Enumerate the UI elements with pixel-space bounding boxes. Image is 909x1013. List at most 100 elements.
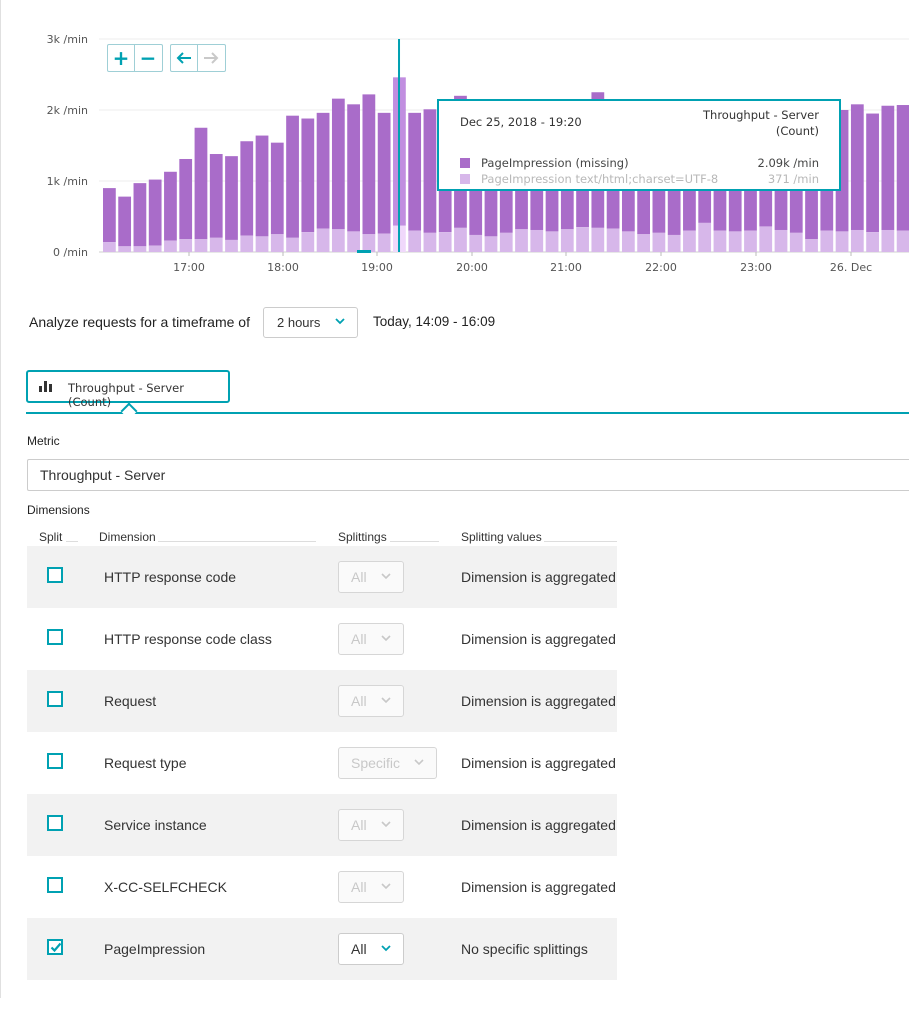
bar-html xyxy=(133,246,147,252)
splitting-select[interactable]: All xyxy=(338,561,404,593)
splitting-value: Specific xyxy=(351,755,401,771)
splitting-values: No specific splittings xyxy=(461,941,588,957)
bar-html xyxy=(118,246,132,252)
bar-html xyxy=(270,234,284,252)
bar-html xyxy=(331,229,345,252)
chevron-down-icon xyxy=(381,697,391,704)
dimension-name: X-CC-SELFCHECK xyxy=(104,879,227,895)
chevron-down-icon xyxy=(381,883,391,890)
bar-missing xyxy=(133,183,147,247)
bar-html xyxy=(667,234,681,252)
chevron-down-icon xyxy=(381,821,391,828)
splitting-values: Dimension is aggregated xyxy=(461,693,616,709)
tooltip-metric-line2: (Count) xyxy=(775,124,819,138)
splitting-value: All xyxy=(351,941,367,957)
splitting-values: Dimension is aggregated xyxy=(461,755,616,771)
metric-value: Throughput - Server xyxy=(40,467,166,483)
split-checkbox[interactable] xyxy=(47,691,63,707)
splitting-value: All xyxy=(351,631,367,647)
col-header-splittings: Splittings xyxy=(338,530,387,544)
bar-html xyxy=(850,229,864,252)
series-swatch xyxy=(460,158,470,168)
tooltip-series-value: 371 /min xyxy=(767,172,819,186)
bar-html xyxy=(347,231,360,252)
split-checkbox[interactable] xyxy=(47,815,63,831)
col-header-values: Splitting values xyxy=(461,530,542,544)
split-checkbox[interactable] xyxy=(47,567,63,583)
splitting-select[interactable]: All xyxy=(338,623,404,655)
dimension-row: HTTP response code All Dimension is aggr… xyxy=(27,546,617,608)
bar-missing xyxy=(209,154,223,238)
timeframe-value: 2 hours xyxy=(277,315,321,330)
x-tick-label: 17:00 xyxy=(173,261,205,274)
col-rule xyxy=(158,541,316,542)
bar-html xyxy=(805,239,818,252)
tab-underline xyxy=(26,412,909,414)
metric-select[interactable]: Throughput - Server xyxy=(27,459,909,491)
chevron-down-icon xyxy=(381,945,391,952)
dimension-row: Request All Dimension is aggregated xyxy=(27,670,617,732)
forward-button[interactable] xyxy=(197,45,224,71)
bar-html xyxy=(469,234,483,252)
bar-html xyxy=(759,226,773,252)
metric-tab[interactable]: Throughput - Server (Count) xyxy=(26,370,230,409)
tooltip-date: Dec 25, 2018 - 19:20 xyxy=(460,115,582,129)
split-checkbox[interactable] xyxy=(47,877,63,893)
bar-missing xyxy=(103,188,116,243)
throughput-chart[interactable]: 3k /min 2k /min 1k /min 0 /min 17:00 18:00 19:… xyxy=(0,0,909,285)
bar-html xyxy=(530,229,544,252)
splitting-value: All xyxy=(351,569,367,585)
bar-html xyxy=(560,229,574,252)
bar-missing xyxy=(866,113,879,233)
y-tick-label: 1k /min xyxy=(47,175,88,188)
bar-html xyxy=(362,234,376,252)
dimension-name: Service instance xyxy=(104,817,207,833)
bar-missing xyxy=(423,109,437,233)
splitting-select[interactable]: Specific xyxy=(338,747,437,779)
col-rule xyxy=(66,541,78,542)
back-button[interactable] xyxy=(171,45,197,71)
splitting-select[interactable]: All xyxy=(338,933,404,965)
zoom-out-button[interactable]: − xyxy=(134,45,161,71)
bar-html xyxy=(179,239,193,252)
bar-missing xyxy=(850,104,864,230)
bar-missing xyxy=(301,118,315,233)
splitting-value: All xyxy=(351,879,367,895)
x-tick-label: 22:00 xyxy=(645,261,677,274)
checkmark-icon xyxy=(50,942,62,953)
y-tick-label: 3k /min xyxy=(47,33,88,46)
split-checkbox[interactable] xyxy=(47,753,63,769)
series-swatch xyxy=(460,174,470,184)
bar-missing xyxy=(347,104,360,232)
bar-html xyxy=(789,232,803,252)
zoom-in-button[interactable]: + xyxy=(108,45,134,71)
tooltip-metric-line1: Throughput - Server xyxy=(703,108,819,122)
split-checkbox[interactable] xyxy=(47,939,63,955)
x-tick-label: 26. Dec xyxy=(830,261,872,274)
splitting-select[interactable]: All xyxy=(338,809,404,841)
splitting-select[interactable]: All xyxy=(338,871,404,903)
splitting-values: Dimension is aggregated xyxy=(461,631,616,647)
bar-missing xyxy=(881,105,895,230)
bar-html xyxy=(896,230,909,252)
history-controls xyxy=(170,44,226,72)
chart-tooltip: Dec 25, 2018 - 19:20 Throughput - Server… xyxy=(437,99,841,191)
y-tick-label: 2k /min xyxy=(47,104,88,117)
bar-html xyxy=(454,227,467,252)
tooltip-row: PageImpression (missing) 2.09k /min xyxy=(460,156,819,171)
split-checkbox[interactable] xyxy=(47,629,63,645)
x-tick-label: 21:00 xyxy=(550,261,582,274)
bar-missing xyxy=(255,135,269,237)
bar-html xyxy=(209,237,223,252)
bar-html xyxy=(103,242,116,252)
timeframe-select[interactable]: 2 hours xyxy=(263,307,358,338)
col-rule xyxy=(544,541,617,542)
bar-html xyxy=(194,239,208,252)
bar-html xyxy=(835,231,849,252)
x-tick-label: 20:00 xyxy=(456,261,488,274)
bar-html xyxy=(164,240,177,252)
splitting-select[interactable]: All xyxy=(338,685,404,717)
arrow-right-icon xyxy=(204,52,219,64)
current-marker xyxy=(357,250,371,253)
bar-missing xyxy=(194,127,208,240)
